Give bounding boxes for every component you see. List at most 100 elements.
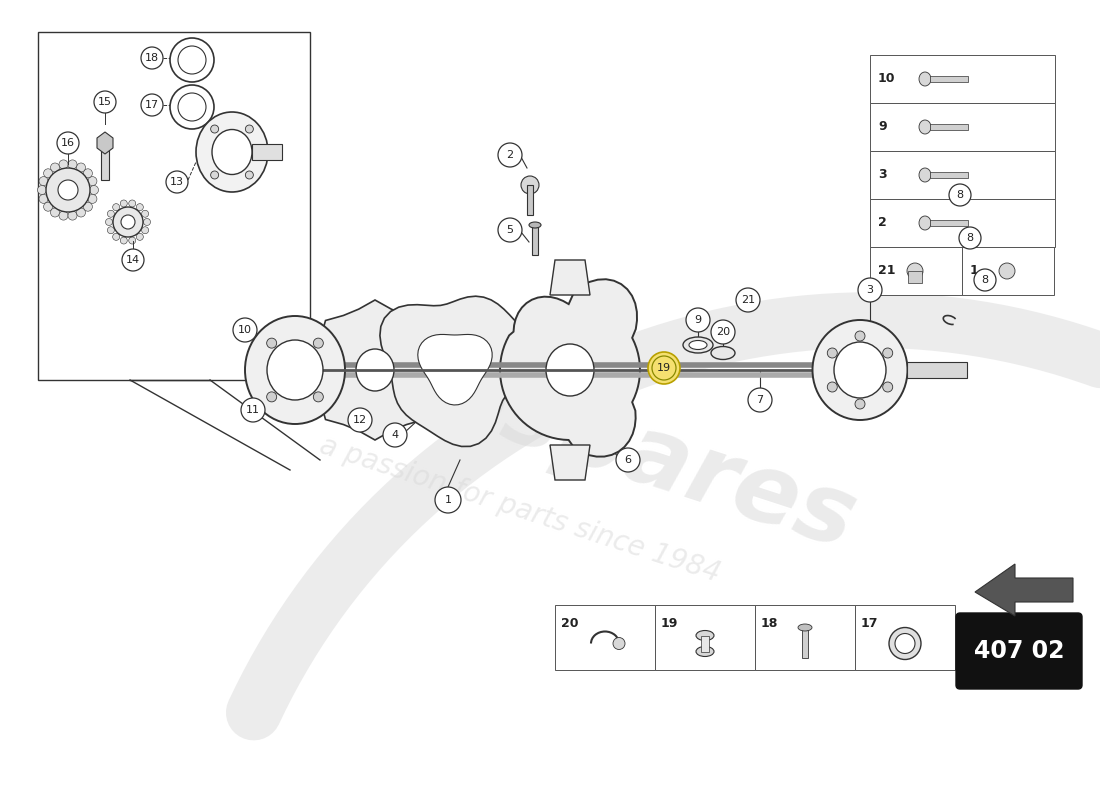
Circle shape bbox=[210, 125, 219, 133]
Bar bbox=[654, 605, 755, 670]
Circle shape bbox=[120, 237, 128, 244]
Ellipse shape bbox=[696, 646, 714, 657]
Ellipse shape bbox=[918, 72, 931, 86]
Circle shape bbox=[889, 627, 921, 659]
Circle shape bbox=[383, 423, 407, 447]
Circle shape bbox=[736, 288, 760, 312]
Circle shape bbox=[112, 234, 120, 240]
Bar bbox=[252, 144, 282, 160]
Polygon shape bbox=[97, 132, 113, 154]
Circle shape bbox=[233, 318, 257, 342]
Text: 11: 11 bbox=[246, 405, 260, 415]
Circle shape bbox=[858, 278, 882, 302]
Circle shape bbox=[245, 171, 253, 179]
Bar bbox=[855, 605, 955, 670]
Bar bbox=[802, 630, 808, 658]
Bar bbox=[527, 185, 534, 215]
Circle shape bbox=[711, 320, 735, 344]
Ellipse shape bbox=[529, 222, 541, 228]
Text: 407 02: 407 02 bbox=[974, 639, 1065, 663]
Text: 6: 6 bbox=[625, 455, 631, 465]
Circle shape bbox=[241, 398, 265, 422]
Ellipse shape bbox=[546, 344, 594, 396]
Circle shape bbox=[106, 218, 112, 226]
Circle shape bbox=[827, 348, 837, 358]
Text: 20: 20 bbox=[561, 617, 579, 630]
Text: eurospares: eurospares bbox=[253, 290, 867, 570]
Text: 1: 1 bbox=[444, 495, 451, 505]
Bar bbox=[101, 138, 109, 180]
Text: 5: 5 bbox=[506, 225, 514, 235]
Text: 10: 10 bbox=[878, 73, 895, 86]
Circle shape bbox=[40, 194, 48, 203]
Circle shape bbox=[143, 218, 151, 226]
Circle shape bbox=[129, 200, 135, 207]
Circle shape bbox=[521, 176, 539, 194]
Bar bbox=[930, 124, 968, 130]
Circle shape bbox=[121, 215, 135, 229]
Circle shape bbox=[68, 211, 77, 220]
Ellipse shape bbox=[834, 342, 886, 398]
Text: 20: 20 bbox=[716, 327, 730, 337]
Ellipse shape bbox=[683, 337, 713, 353]
Circle shape bbox=[40, 177, 48, 186]
Circle shape bbox=[142, 210, 148, 218]
Circle shape bbox=[58, 180, 78, 200]
Circle shape bbox=[314, 338, 323, 348]
Bar bbox=[908, 362, 967, 378]
Circle shape bbox=[51, 208, 59, 217]
Bar bbox=[930, 172, 968, 178]
Text: 1: 1 bbox=[970, 265, 979, 278]
Circle shape bbox=[84, 169, 92, 178]
Ellipse shape bbox=[212, 130, 252, 174]
Bar bbox=[870, 247, 962, 295]
Circle shape bbox=[57, 132, 79, 154]
Text: 9: 9 bbox=[694, 315, 702, 325]
Circle shape bbox=[59, 160, 68, 169]
Circle shape bbox=[748, 388, 772, 412]
Polygon shape bbox=[379, 296, 534, 446]
Circle shape bbox=[44, 169, 53, 178]
Polygon shape bbox=[418, 334, 492, 405]
Circle shape bbox=[141, 94, 163, 116]
Text: 14: 14 bbox=[125, 255, 140, 265]
Text: 4: 4 bbox=[392, 430, 398, 440]
Circle shape bbox=[120, 200, 128, 207]
Ellipse shape bbox=[196, 112, 268, 192]
Text: 19: 19 bbox=[661, 617, 679, 630]
Circle shape bbox=[178, 93, 206, 121]
Text: 21: 21 bbox=[741, 295, 755, 305]
Circle shape bbox=[112, 204, 120, 210]
Circle shape bbox=[648, 352, 680, 384]
Polygon shape bbox=[500, 279, 640, 457]
Circle shape bbox=[498, 143, 522, 167]
Ellipse shape bbox=[798, 624, 812, 631]
Circle shape bbox=[882, 382, 893, 392]
FancyBboxPatch shape bbox=[956, 613, 1082, 689]
Circle shape bbox=[166, 171, 188, 193]
Bar bbox=[39, 32, 310, 380]
Text: 8: 8 bbox=[981, 275, 989, 285]
Circle shape bbox=[999, 263, 1015, 279]
Circle shape bbox=[84, 202, 92, 211]
Circle shape bbox=[178, 46, 206, 74]
Circle shape bbox=[170, 85, 214, 129]
Circle shape bbox=[108, 226, 114, 234]
Circle shape bbox=[434, 487, 461, 513]
Text: 13: 13 bbox=[170, 177, 184, 187]
Circle shape bbox=[170, 38, 214, 82]
Bar bbox=[930, 220, 968, 226]
Text: 17: 17 bbox=[145, 100, 160, 110]
Text: 18: 18 bbox=[761, 617, 779, 630]
Circle shape bbox=[855, 399, 865, 409]
Text: 8: 8 bbox=[956, 190, 964, 200]
Polygon shape bbox=[550, 445, 590, 480]
Ellipse shape bbox=[267, 340, 323, 400]
Circle shape bbox=[77, 163, 86, 172]
Circle shape bbox=[266, 338, 277, 348]
Polygon shape bbox=[975, 564, 1072, 616]
Circle shape bbox=[46, 168, 90, 212]
Ellipse shape bbox=[689, 341, 707, 350]
Circle shape bbox=[129, 237, 135, 244]
Text: a passion for parts since 1984: a passion for parts since 1984 bbox=[316, 432, 724, 588]
